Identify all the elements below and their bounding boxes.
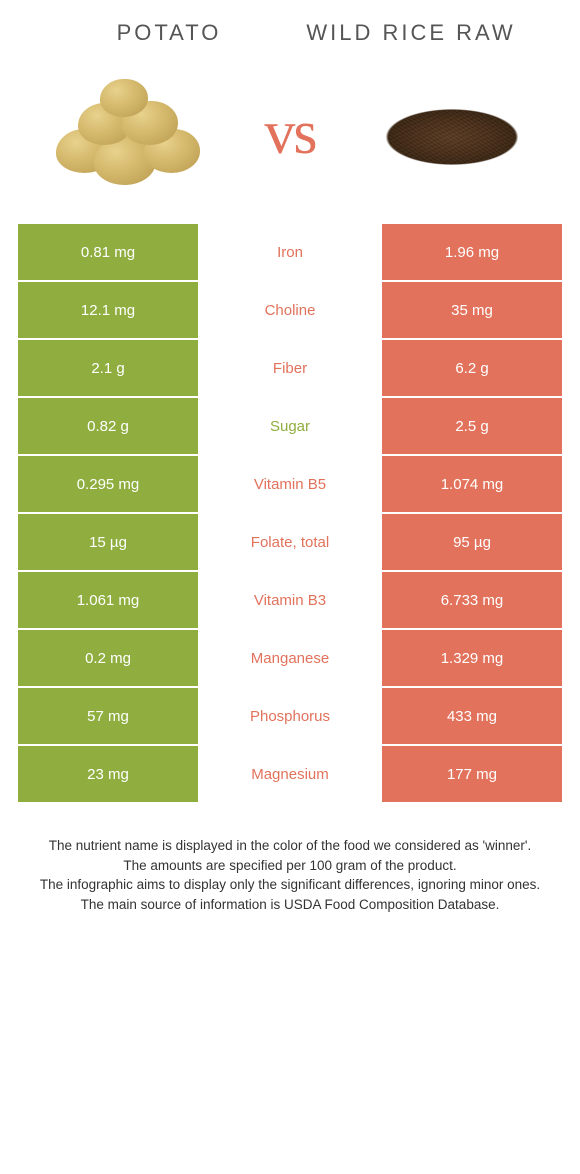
nutrient-name-cell: Vitamin B5 bbox=[200, 456, 382, 512]
left-value-cell: 23 mg bbox=[18, 746, 200, 802]
right-value-cell: 177 mg bbox=[382, 746, 562, 802]
right-food-title: Wild Rice Raw bbox=[290, 20, 532, 46]
left-value-cell: 0.82 g bbox=[18, 398, 200, 454]
nutrient-name-cell: Magnesium bbox=[200, 746, 382, 802]
right-value-cell: 1.074 mg bbox=[382, 456, 562, 512]
nutrient-name-cell: Manganese bbox=[200, 630, 382, 686]
wild-rice-illustration bbox=[367, 93, 537, 173]
header-row: Potato Wild Rice Raw bbox=[18, 20, 562, 46]
footnotes: The nutrient name is displayed in the co… bbox=[18, 836, 562, 914]
table-row: 12.1 mgCholine35 mg bbox=[18, 282, 562, 340]
table-row: 0.295 mgVitamin B51.074 mg bbox=[18, 456, 562, 514]
right-value-cell: 1.96 mg bbox=[382, 224, 562, 280]
left-value-cell: 15 µg bbox=[18, 514, 200, 570]
left-value-cell: 0.295 mg bbox=[18, 456, 200, 512]
nutrient-comparison-table: 0.81 mgIron1.96 mg12.1 mgCholine35 mg2.1… bbox=[18, 224, 562, 804]
right-value-cell: 6.2 g bbox=[382, 340, 562, 396]
right-value-cell: 1.329 mg bbox=[382, 630, 562, 686]
nutrient-name-cell: Phosphorus bbox=[200, 688, 382, 744]
right-value-cell: 35 mg bbox=[382, 282, 562, 338]
table-row: 57 mgPhosphorus433 mg bbox=[18, 688, 562, 746]
nutrient-name-cell: Choline bbox=[200, 282, 382, 338]
table-row: 0.2 mgManganese1.329 mg bbox=[18, 630, 562, 688]
left-value-cell: 57 mg bbox=[18, 688, 200, 744]
right-value-cell: 2.5 g bbox=[382, 398, 562, 454]
footnote-line: The infographic aims to display only the… bbox=[26, 875, 554, 895]
nutrient-name-cell: Sugar bbox=[200, 398, 382, 454]
right-value-cell: 6.733 mg bbox=[382, 572, 562, 628]
right-value-cell: 95 µg bbox=[382, 514, 562, 570]
left-food-title: Potato bbox=[48, 20, 290, 46]
left-food-image bbox=[38, 68, 218, 198]
vs-label: vs bbox=[264, 98, 315, 169]
table-row: 15 µgFolate, total95 µg bbox=[18, 514, 562, 572]
left-value-cell: 1.061 mg bbox=[18, 572, 200, 628]
left-value-cell: 0.81 mg bbox=[18, 224, 200, 280]
nutrient-name-cell: Folate, total bbox=[200, 514, 382, 570]
footnote-line: The nutrient name is displayed in the co… bbox=[26, 836, 554, 856]
table-row: 1.061 mgVitamin B36.733 mg bbox=[18, 572, 562, 630]
nutrient-name-cell: Fiber bbox=[200, 340, 382, 396]
left-value-cell: 2.1 g bbox=[18, 340, 200, 396]
nutrient-name-cell: Vitamin B3 bbox=[200, 572, 382, 628]
footnote-line: The main source of information is USDA F… bbox=[26, 895, 554, 915]
table-row: 2.1 gFiber6.2 g bbox=[18, 340, 562, 398]
table-row: 0.81 mgIron1.96 mg bbox=[18, 224, 562, 282]
right-food-image bbox=[362, 68, 542, 198]
table-row: 23 mgMagnesium177 mg bbox=[18, 746, 562, 804]
nutrient-name-cell: Iron bbox=[200, 224, 382, 280]
footnote-line: The amounts are specified per 100 gram o… bbox=[26, 856, 554, 876]
table-row: 0.82 gSugar2.5 g bbox=[18, 398, 562, 456]
images-row: vs bbox=[18, 60, 562, 224]
left-value-cell: 12.1 mg bbox=[18, 282, 200, 338]
right-value-cell: 433 mg bbox=[382, 688, 562, 744]
potato-illustration bbox=[48, 73, 208, 193]
left-value-cell: 0.2 mg bbox=[18, 630, 200, 686]
